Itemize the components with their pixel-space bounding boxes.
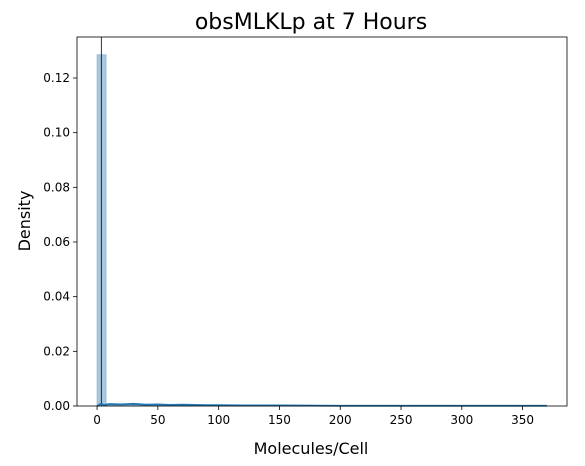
y-axis-ticks: 0.00 0.02 0.04 0.06 0.08 0.10 0.12 [43, 71, 77, 413]
x-tick-label: 50 [150, 413, 165, 427]
y-tick-label: 0.10 [43, 126, 70, 140]
y-tick-label: 0.02 [43, 344, 70, 358]
axes-frame [76, 36, 568, 407]
y-tick-label: 0.12 [43, 71, 70, 85]
y-tick-label: 0.00 [43, 399, 70, 413]
x-axis-ticks: 0 50 100 150 200 250 300 350 [93, 406, 534, 427]
x-tick-label: 150 [268, 413, 291, 427]
y-axis-label: Density [15, 191, 34, 252]
x-tick-label: 250 [390, 413, 413, 427]
x-tick-label: 0 [93, 413, 101, 427]
x-axis-label: Molecules/Cell [254, 439, 369, 458]
x-tick-label: 350 [511, 413, 534, 427]
x-tick-label: 200 [329, 413, 352, 427]
plot-area [76, 36, 568, 407]
chart-title: obsMLKLp at 7 Hours [195, 10, 427, 35]
y-tick-label: 0.08 [43, 180, 70, 194]
x-tick-label: 100 [207, 413, 230, 427]
y-tick-label: 0.06 [43, 235, 70, 249]
x-tick-label: 300 [450, 413, 473, 427]
y-tick-label: 0.04 [43, 290, 70, 304]
